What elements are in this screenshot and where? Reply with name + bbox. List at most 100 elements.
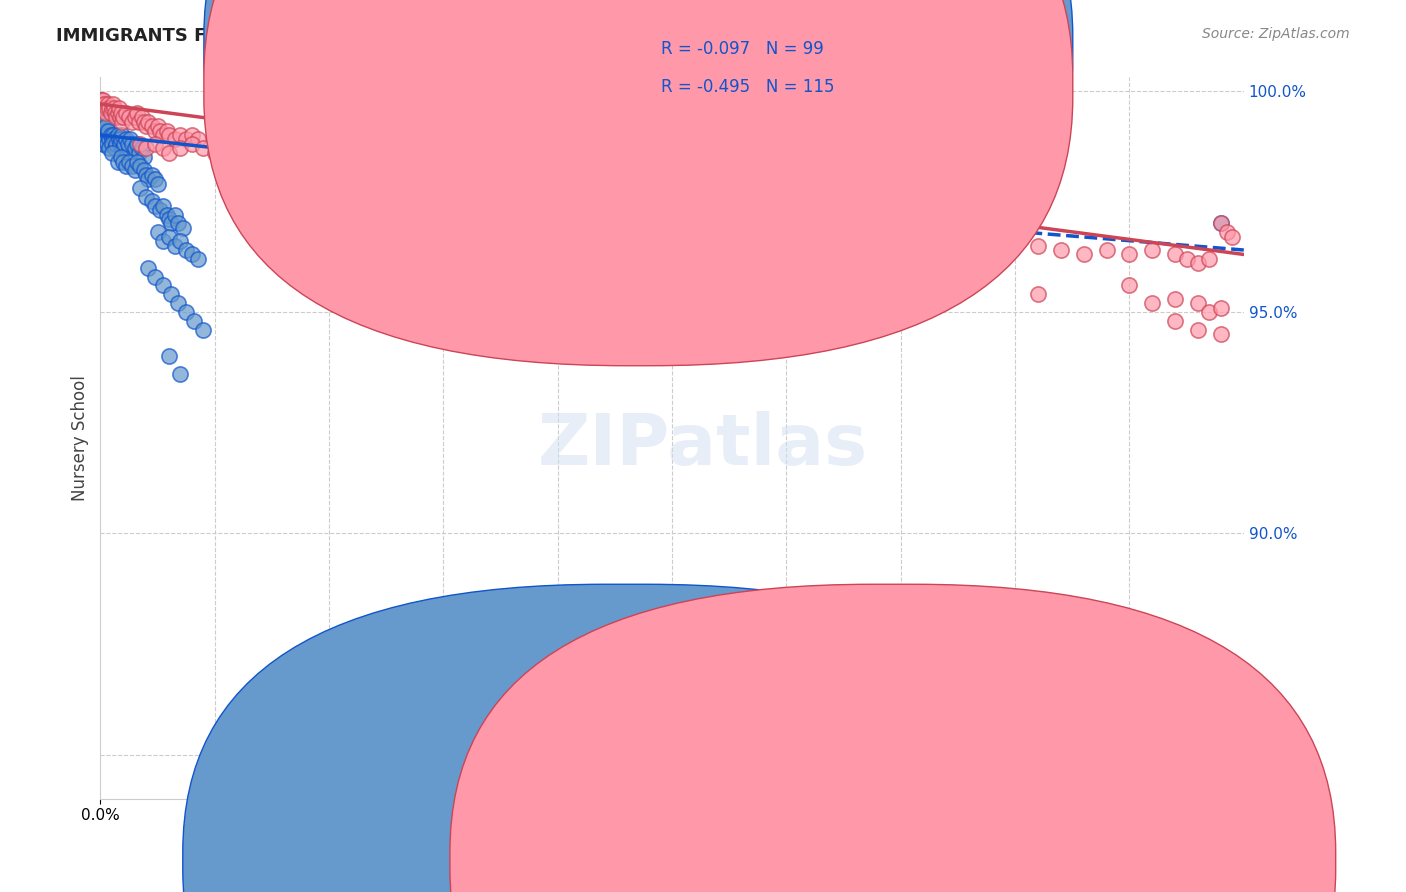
Point [93,128,115,142]
Point [94,97,117,112]
Point [172,220,194,235]
Point [238,150,260,164]
Point [100,128,122,142]
Point [93,136,115,151]
Point [94,102,117,116]
Point [129,136,152,151]
Point [169,141,191,155]
Point [135,168,157,182]
Point [135,141,157,155]
Point [420,181,443,195]
Point [501,190,523,204]
Point [91,119,114,133]
Point [174,243,197,257]
Point [128,145,150,160]
Point [111,114,134,128]
Point [890,225,912,239]
Point [569,194,592,209]
Point [101,97,124,112]
Point [90,93,112,107]
Point [112,141,135,155]
Point [101,132,124,146]
Point [103,102,125,116]
Point [91,93,114,107]
Point [1209,327,1232,342]
Point [174,305,197,319]
Point [156,208,179,222]
Point [174,132,197,146]
Point [398,172,420,186]
Point [94,128,117,142]
Point [103,132,125,146]
Point [112,154,135,169]
Point [94,132,117,146]
Point [156,123,179,137]
Point [129,159,152,173]
Point [352,168,374,182]
Point [93,132,115,146]
Point [114,159,136,173]
Text: Source: ZipAtlas.com: Source: ZipAtlas.com [1202,27,1350,41]
Point [157,128,180,142]
Point [143,269,166,284]
Point [163,238,186,252]
Point [114,106,136,120]
Point [107,106,129,120]
Point [112,110,135,124]
Point [121,114,143,128]
Point [91,102,114,116]
Point [152,278,174,293]
Point [90,106,112,120]
Point [100,106,122,120]
Point [101,136,124,151]
Point [152,234,174,248]
Point [96,136,118,151]
Point [108,110,131,124]
Point [138,114,160,128]
Point [107,154,129,169]
Point [661,212,683,227]
Point [799,220,821,235]
Point [1164,314,1187,328]
Point [124,141,146,155]
Point [94,128,117,142]
Point [96,123,118,137]
Point [125,136,148,151]
Point [186,132,208,146]
Point [135,119,157,133]
Point [1095,243,1118,257]
Point [97,97,120,112]
Point [193,141,215,155]
Point [183,314,205,328]
Point [143,199,166,213]
Point [1175,252,1198,266]
Point [105,136,128,151]
Point [104,106,127,120]
Point [1198,305,1220,319]
Point [1187,323,1209,337]
Point [112,136,135,151]
Point [120,132,142,146]
Point [614,203,637,218]
Point [104,141,127,155]
Point [131,141,153,155]
Point [118,141,141,155]
Point [90,102,112,116]
Point [180,128,202,142]
Point [121,136,143,151]
Point [946,283,969,297]
Text: Navajo: Navajo [921,854,974,868]
Point [295,154,318,169]
Point [128,114,150,128]
Point [98,132,121,146]
Point [523,194,546,209]
Point [1073,247,1095,261]
Point [946,225,969,239]
Point [695,208,717,222]
Point [105,110,128,124]
Point [114,132,136,146]
Point [157,349,180,363]
Point [117,136,139,151]
Point [1004,234,1026,248]
Text: ZIPatlas: ZIPatlas [538,411,868,481]
